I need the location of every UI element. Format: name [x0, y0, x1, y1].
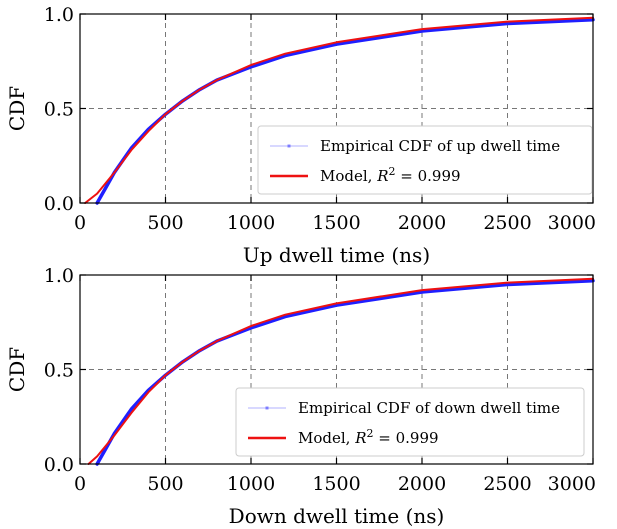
y-tick-label: 0.5 [44, 360, 74, 382]
model-cdf-line [84, 16, 594, 204]
y-tick-label: 0.0 [44, 193, 74, 215]
x-tick-label: 2500 [483, 212, 531, 234]
y-axis-label: CDF [5, 86, 29, 131]
y-axis-label: CDF [5, 347, 29, 392]
x-tick-label: 1000 [227, 473, 275, 495]
x-tick-label: 500 [147, 473, 183, 495]
legend-model-label: Model, R2 = 0.999 [320, 165, 461, 185]
legend: Empirical CDF of up dwell time Model, R2 … [257, 125, 593, 195]
y-tick-label: 0.5 [44, 99, 74, 121]
legend-empirical-marker [265, 406, 269, 410]
y-tick-label: 0.0 [44, 454, 74, 476]
x-tick-label: 2000 [398, 473, 446, 495]
legend-empirical-label: Empirical CDF of down dwell time [298, 399, 560, 417]
legend-empirical-label: Empirical CDF of up dwell time [320, 137, 560, 155]
x-tick-label: 2500 [483, 473, 531, 495]
y-tick-label: 1.0 [44, 4, 74, 26]
x-axis-label: Down dwell time (ns) [229, 504, 445, 528]
x-tick-label: 3000 [548, 473, 596, 495]
x-tick-label: 2000 [398, 212, 446, 234]
x-tick-label: 1500 [312, 473, 360, 495]
x-tick-label: 0 [74, 212, 86, 234]
legend-empirical-marker [287, 144, 291, 148]
x-tick-label: 0 [74, 473, 86, 495]
x-tick-label: 500 [147, 212, 183, 234]
legend-box [235, 387, 585, 457]
chart-panel-2: 0 500 1000 1500 2000 2500 3000 0.0 0.5 1.0 Down dw… [5, 265, 596, 528]
x-tick-label: 3000 [548, 212, 596, 234]
model-cdf-line [87, 277, 594, 465]
x-tick-label: 1000 [227, 212, 275, 234]
legend: Empirical CDF of down dwell time Model, R… [235, 387, 585, 457]
chart-panel-1: 0 500 1000 1500 2000 2500 3000 0.0 0.5 1.0 Up dwel… [5, 4, 596, 267]
x-tick-label: 1500 [312, 212, 360, 234]
legend-model-label: Model, R2 = 0.999 [298, 427, 439, 447]
legend-box [257, 125, 593, 195]
x-axis-label: Up dwell time (ns) [243, 243, 430, 267]
y-tick-label: 1.0 [44, 265, 74, 287]
